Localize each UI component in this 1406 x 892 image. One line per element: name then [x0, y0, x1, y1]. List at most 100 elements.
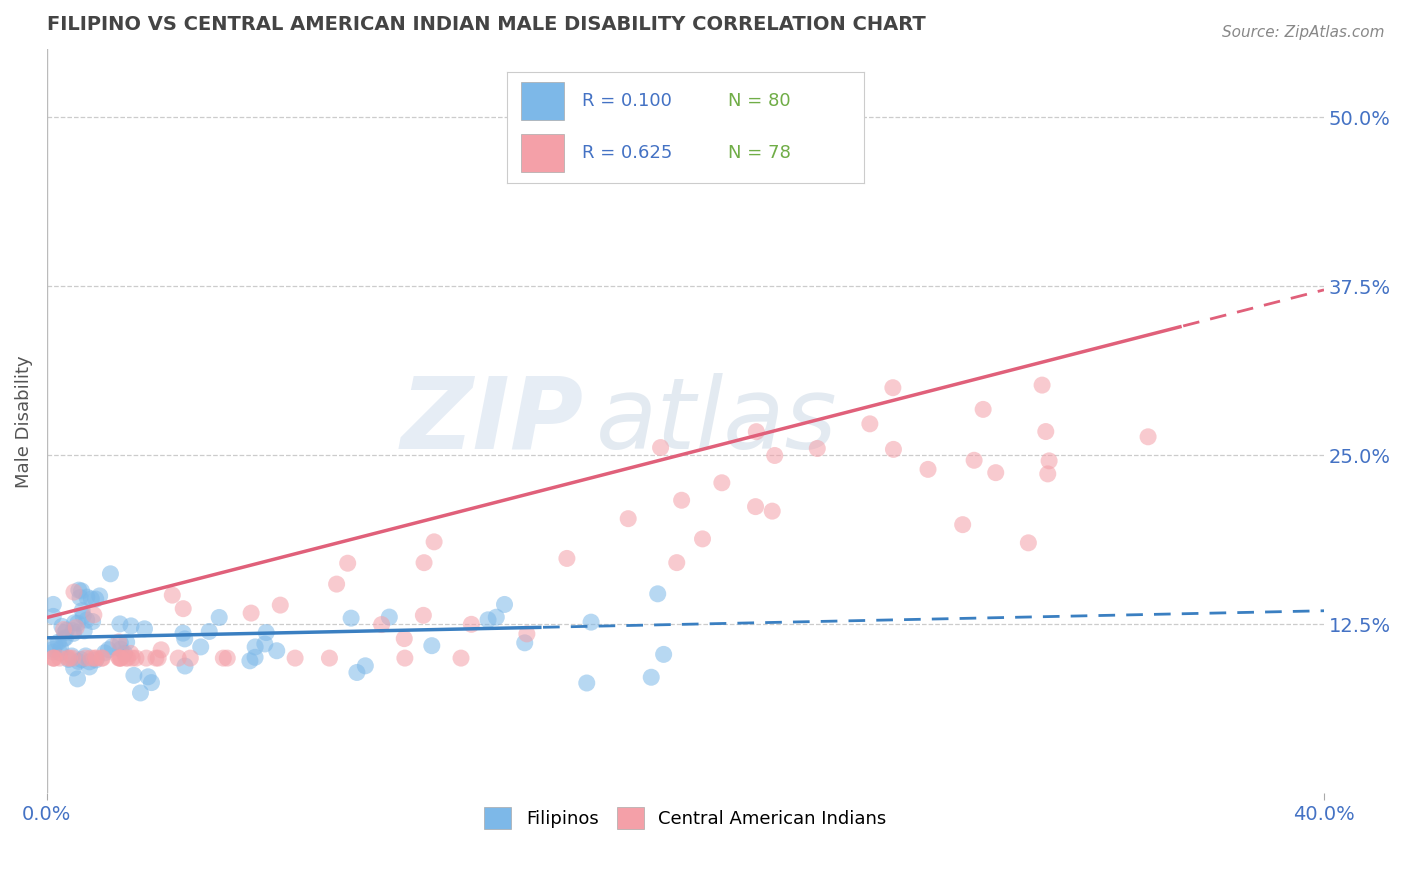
Point	[647, 587, 669, 601]
Point	[73, 624, 96, 638]
Point	[62, 661, 84, 675]
Point	[412, 608, 434, 623]
Point	[55, 623, 77, 637]
Point	[269, 598, 291, 612]
Point	[115, 651, 138, 665]
Point	[53, 625, 76, 640]
Point	[79, 660, 101, 674]
Point	[284, 651, 307, 665]
Point	[86, 651, 108, 665]
Point	[108, 651, 131, 665]
Point	[75, 651, 97, 665]
Point	[134, 622, 156, 636]
Point	[761, 504, 783, 518]
Point	[44, 638, 66, 652]
Point	[1017, 536, 1039, 550]
Point	[671, 493, 693, 508]
Point	[485, 610, 508, 624]
Point	[882, 381, 904, 395]
Point	[239, 654, 262, 668]
Point	[325, 577, 347, 591]
Point	[217, 651, 239, 665]
Point	[135, 651, 157, 665]
Point	[110, 651, 132, 665]
Point	[336, 556, 359, 570]
Point	[107, 635, 129, 649]
Point	[70, 652, 93, 666]
Point	[494, 598, 516, 612]
Point	[745, 425, 768, 439]
Text: FILIPINO VS CENTRAL AMERICAN INDIAN MALE DISABILITY CORRELATION CHART: FILIPINO VS CENTRAL AMERICAN INDIAN MALE…	[46, 15, 925, 34]
Point	[413, 556, 436, 570]
Point	[555, 551, 578, 566]
Point	[450, 651, 472, 665]
Point	[49, 641, 72, 656]
Point	[56, 651, 79, 665]
Point	[42, 645, 65, 659]
Point	[89, 589, 111, 603]
Point	[340, 611, 363, 625]
Point	[1036, 467, 1059, 481]
Point	[63, 585, 86, 599]
Point	[394, 651, 416, 665]
Point	[952, 517, 974, 532]
Point	[173, 632, 195, 646]
Point	[42, 609, 65, 624]
Point	[710, 475, 733, 490]
Point	[172, 601, 194, 615]
Point	[84, 592, 107, 607]
Y-axis label: Male Disability: Male Disability	[15, 355, 32, 488]
Point	[617, 511, 640, 525]
Point	[44, 651, 66, 665]
Point	[146, 651, 169, 665]
Point	[42, 642, 65, 657]
Legend: Filipinos, Central American Indians: Filipinos, Central American Indians	[477, 800, 894, 837]
Point	[1031, 378, 1053, 392]
Point	[97, 642, 120, 657]
Point	[917, 462, 939, 476]
Point	[62, 624, 84, 638]
Point	[60, 648, 83, 663]
Point	[318, 651, 340, 665]
Point	[806, 442, 828, 456]
Point	[69, 591, 91, 605]
Point	[129, 686, 152, 700]
Point	[120, 647, 142, 661]
Point	[42, 651, 65, 665]
Point	[70, 583, 93, 598]
Point	[882, 442, 904, 457]
Point	[575, 676, 598, 690]
Point	[212, 651, 235, 665]
Text: atlas: atlas	[596, 373, 838, 470]
Point	[370, 617, 392, 632]
Point	[972, 402, 994, 417]
Point	[665, 556, 688, 570]
Point	[48, 651, 70, 665]
Point	[650, 441, 672, 455]
Point	[179, 651, 201, 665]
Point	[122, 668, 145, 682]
Point	[243, 650, 266, 665]
Point	[79, 655, 101, 669]
Point	[516, 627, 538, 641]
Point	[52, 623, 75, 637]
Point	[640, 670, 662, 684]
Point	[55, 631, 77, 645]
Point	[42, 651, 65, 665]
Point	[1137, 430, 1160, 444]
Point	[208, 610, 231, 624]
Point	[58, 651, 80, 665]
Point	[42, 598, 65, 612]
Point	[167, 651, 190, 665]
Point	[125, 651, 148, 665]
Point	[101, 640, 124, 654]
Text: ZIP: ZIP	[401, 373, 583, 470]
Point	[115, 635, 138, 649]
Point	[513, 636, 536, 650]
Point	[93, 646, 115, 660]
Point	[266, 644, 288, 658]
Point	[91, 651, 114, 665]
Point	[72, 609, 94, 624]
Point	[190, 640, 212, 654]
Point	[58, 652, 80, 666]
